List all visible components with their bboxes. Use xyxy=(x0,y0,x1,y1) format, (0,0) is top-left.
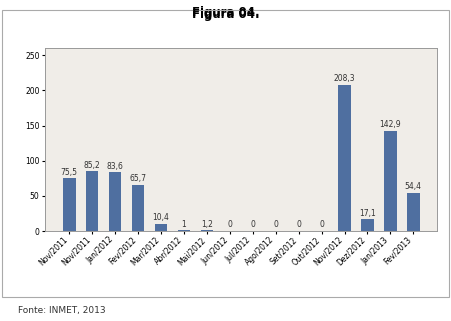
Text: 1: 1 xyxy=(182,220,186,229)
Text: Figura 04.: Figura 04. xyxy=(192,8,259,21)
Text: 17,1: 17,1 xyxy=(359,209,376,218)
Bar xyxy=(338,84,351,231)
Bar xyxy=(132,185,144,231)
Text: 65,7: 65,7 xyxy=(129,175,147,184)
Text: Fonte: INMET, 2013: Fonte: INMET, 2013 xyxy=(18,306,106,315)
Text: 54,4: 54,4 xyxy=(405,182,422,191)
Text: 142,9: 142,9 xyxy=(380,120,401,129)
Text: 75,5: 75,5 xyxy=(61,168,78,177)
Bar xyxy=(178,230,190,231)
Bar xyxy=(155,224,167,231)
Bar xyxy=(201,230,213,231)
Text: 1,2: 1,2 xyxy=(201,220,213,229)
Bar xyxy=(63,178,76,231)
Text: Figura 04. Precipitação mensal (mm) da área de estudo.: Figura 04. Precipitação mensal (mm) da á… xyxy=(60,8,391,21)
Bar xyxy=(361,219,374,231)
Text: 0: 0 xyxy=(319,220,324,230)
Text: 0: 0 xyxy=(250,220,255,230)
Text: 208,3: 208,3 xyxy=(334,74,355,83)
Text: 0: 0 xyxy=(273,220,278,230)
Text: 0: 0 xyxy=(227,220,232,230)
Bar xyxy=(384,131,397,231)
Text: 0: 0 xyxy=(296,220,301,230)
Bar xyxy=(86,171,98,231)
Text: Figura 04.: Figura 04. xyxy=(192,6,259,19)
Text: 10,4: 10,4 xyxy=(152,213,170,222)
Text: 83,6: 83,6 xyxy=(107,162,124,171)
Bar xyxy=(407,193,419,231)
Text: 85,2: 85,2 xyxy=(84,161,101,170)
Bar xyxy=(109,172,121,231)
